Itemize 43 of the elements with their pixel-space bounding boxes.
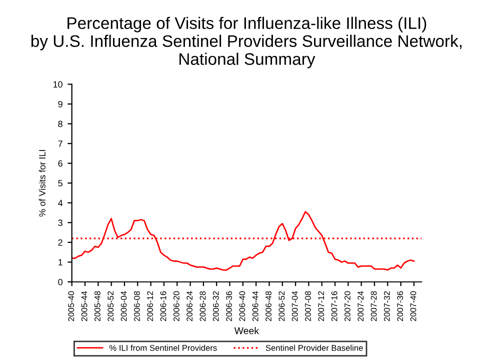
x-tick-label: 2007-28 <box>370 291 377 322</box>
x-tick-label: 2006-32 <box>212 291 219 322</box>
y-tick-label: 2 <box>58 239 62 246</box>
x-tick-label: 2005-40 <box>68 291 74 322</box>
x-tick-label: 2006-40 <box>239 291 246 322</box>
x-tick-label: 2007-04 <box>292 291 298 322</box>
y-tick-label: 9 <box>58 100 62 108</box>
legend-label: Sentinel Provider Baseline <box>266 344 363 351</box>
x-tick-label: 2005-44 <box>81 291 88 322</box>
x-tick-label: 2006-08 <box>134 291 140 322</box>
x-tick-label: 2007-16 <box>331 291 338 322</box>
y-tick-label: 10 <box>53 81 62 88</box>
y-tick-label: 1 <box>58 259 62 266</box>
y-axis-title: % of Visits for ILI <box>38 150 46 217</box>
y-tick-label: 6 <box>58 160 62 167</box>
x-tick-label: 2006-20 <box>173 291 180 322</box>
y-tick-label: 3 <box>58 220 62 226</box>
x-tick-label: 2006-12 <box>147 291 154 322</box>
x-tick-label: 2006-44 <box>252 291 258 322</box>
x-tick-label: 2007-12 <box>318 291 324 322</box>
x-tick-label: 2007-08 <box>305 291 311 322</box>
x-tick-label: 2005-52 <box>108 291 114 322</box>
x-tick-label: 2006-24 <box>186 291 193 322</box>
y-tick-label: 0 <box>58 278 62 286</box>
y-tick-label: 5 <box>58 180 62 186</box>
x-tick-label: 2006-28 <box>200 291 206 322</box>
y-tick-label: 7 <box>58 140 62 147</box>
x-tick-label: 2006-04 <box>120 291 127 322</box>
x-tick-label: 2006-36 <box>226 291 232 322</box>
x-tick-label: 2006-48 <box>266 291 272 322</box>
x-tick-label: 2007-40 <box>410 291 416 322</box>
chart-title: Percentage of Visits for Influenza-like Illness (ILI) by U.S. Influenza Sentinel Providers Surveillance Network, National Summary <box>31 16 462 68</box>
legend-label: % ILI from Sentinel Providers <box>109 344 217 351</box>
x-tick-label: 2005-48 <box>94 291 100 322</box>
x-tick-label: 2007-24 <box>358 291 364 322</box>
x-tick-label: 2006-16 <box>160 291 166 322</box>
x-tick-label: 2007-36 <box>397 291 404 322</box>
x-tick-label: 2006-52 <box>278 291 285 322</box>
y-tick-label: 4 <box>58 200 63 206</box>
x-tick-label: 2007-32 <box>384 291 390 322</box>
x-axis-title: Week <box>234 327 260 334</box>
x-tick-label: 2007-20 <box>344 291 350 322</box>
y-tick-label: 8 <box>58 120 62 128</box>
